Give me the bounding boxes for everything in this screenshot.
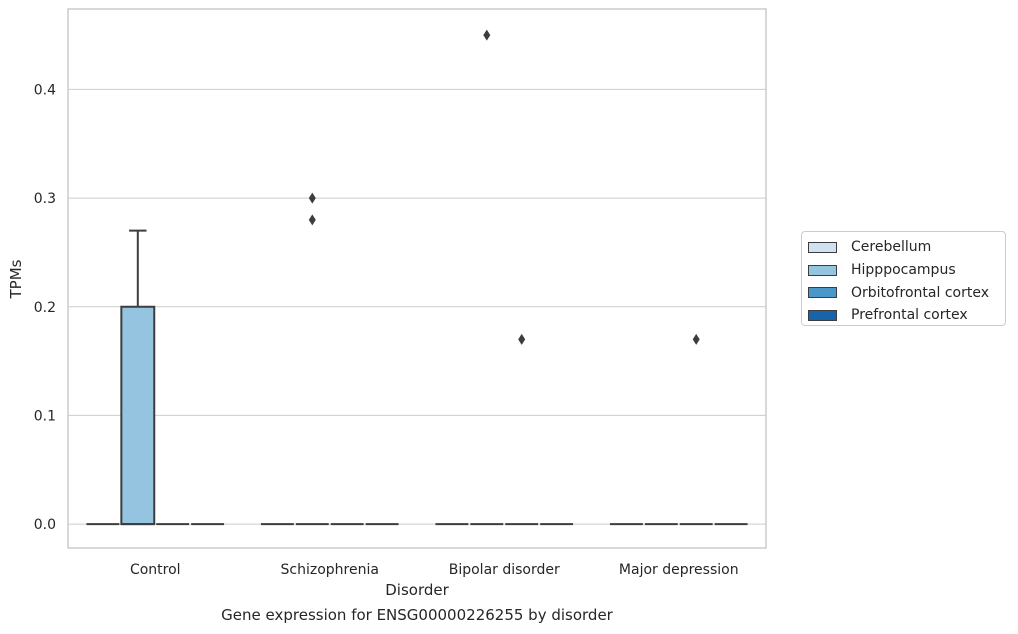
legend-swatch: [808, 287, 837, 299]
grid-lines: [68, 88, 766, 525]
outlier-point: [308, 192, 316, 204]
legend-label: Prefrontal cortex: [851, 307, 968, 324]
legend-swatch: [808, 309, 837, 321]
x-tick-label: Schizophrenia: [281, 562, 379, 578]
box-hipppocampus: [120, 229, 156, 526]
box-groups: [86, 29, 748, 526]
plot-frame: [67, 8, 767, 549]
legend-item: Cerebellum: [808, 236, 1005, 259]
legend-item: Hipppocampus: [808, 259, 1005, 282]
y-tick-label: 0.2: [34, 300, 56, 316]
outlier-point: [483, 29, 491, 41]
outlier-point: [692, 333, 700, 345]
legend-label: Orbitofrontal cortex: [851, 284, 989, 301]
box-body: [120, 305, 156, 526]
legend-label: Cerebellum: [851, 239, 932, 256]
box-orbitofrontal-cortex: [679, 333, 713, 526]
x-tick-label: Control: [130, 562, 181, 578]
box-hipppocampus: [470, 29, 504, 526]
legend-swatch: [808, 241, 837, 253]
x-axis-label: Disorder: [385, 581, 449, 599]
y-tick-label: 0.1: [34, 408, 56, 424]
chart-caption: Gene expression for ENSG00000226255 by d…: [221, 606, 613, 624]
y-tick-label: 0.0: [34, 517, 56, 533]
outlier-point: [518, 333, 526, 345]
y-tick-label: 0.3: [34, 191, 56, 207]
box-orbitofrontal-cortex: [505, 333, 539, 526]
legend-item: Orbitofrontal cortex: [808, 281, 1005, 304]
y-tick-label: 0.4: [34, 82, 56, 98]
x-tick-label: Bipolar disorder: [449, 562, 560, 578]
x-tick-labels: Control Schizophrenia Bipolar disorder Majo…: [130, 562, 739, 578]
legend-item: Prefrontal cortex: [808, 304, 1005, 327]
box-hipppocampus: [295, 192, 329, 526]
legend: Cerebellum Hipppocampus Orbitofrontal cort…: [801, 231, 1006, 326]
x-tick-label: Major depression: [619, 562, 739, 578]
legend-label: Hipppocampus: [851, 262, 956, 279]
outlier-point: [308, 214, 316, 226]
y-tick-labels: 0.0 0.1 0.2 0.3 0.4: [34, 82, 56, 533]
y-axis-label: TPMs: [7, 259, 25, 299]
legend-swatch: [808, 264, 837, 276]
